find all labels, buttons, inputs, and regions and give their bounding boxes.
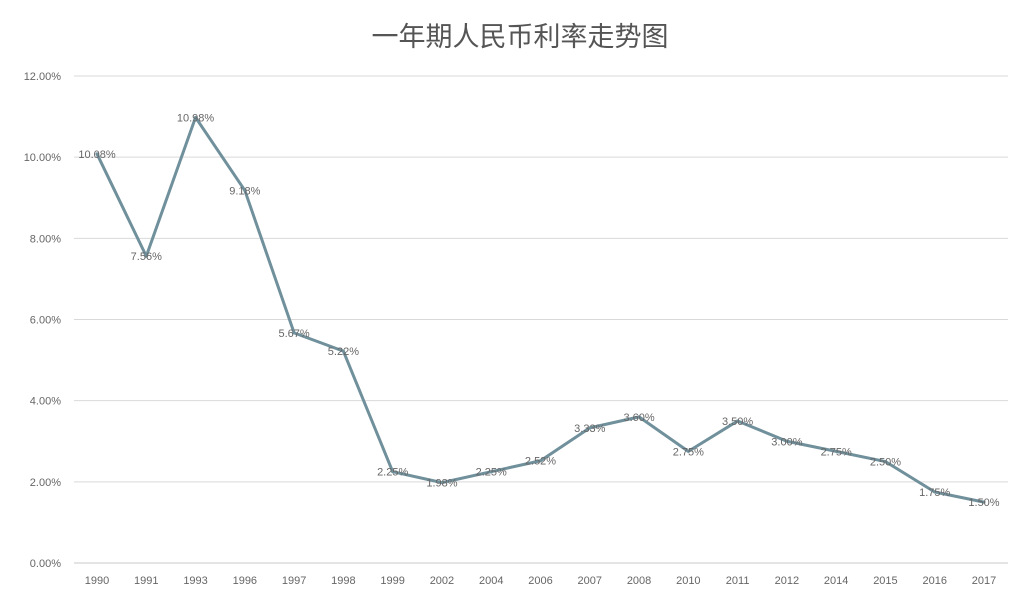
data-label: 2.52%	[525, 456, 556, 468]
data-point	[243, 188, 247, 192]
x-tick-label: 1997	[282, 575, 306, 587]
grid-lines	[74, 75, 1008, 564]
data-point	[686, 449, 690, 453]
x-tick-label: 2015	[873, 575, 897, 587]
data-point	[785, 439, 789, 443]
data-point	[194, 115, 198, 119]
x-tick-label: 1996	[233, 575, 257, 587]
data-point	[440, 481, 444, 485]
data-point	[933, 490, 937, 494]
x-tick-label: 1991	[134, 575, 158, 587]
x-tick-label: 2007	[578, 575, 602, 587]
data-point	[588, 426, 592, 430]
data-label: 5.22%	[328, 346, 359, 358]
chart-title: 一年期人民币利率走势图	[372, 22, 669, 53]
x-tick-label: 2011	[726, 575, 750, 587]
x-tick-label: 2016	[922, 575, 946, 587]
data-label: 5.67%	[279, 328, 310, 340]
data-label: 1.75%	[919, 487, 950, 499]
y-tick-label: 0.00%	[30, 558, 61, 570]
x-tick-label: 2014	[824, 575, 848, 587]
data-label: 1.50%	[968, 497, 999, 509]
x-tick-label: 1990	[85, 575, 109, 587]
y-tick-label: 6.00%	[30, 315, 61, 327]
data-label: 2.75%	[821, 446, 852, 458]
data-point	[539, 459, 542, 463]
data-point	[341, 349, 345, 353]
data-point	[489, 470, 493, 474]
x-tick-label: 2008	[627, 575, 651, 587]
series-layer	[95, 115, 986, 504]
x-tick-label: 1998	[331, 575, 355, 587]
x-tick-label: 2002	[430, 575, 454, 587]
data-label: 1.98%	[426, 478, 457, 490]
x-tick-label: 2010	[676, 575, 700, 587]
data-point	[736, 419, 740, 423]
x-tick-label: 2012	[775, 575, 799, 587]
y-tick-label: 8.00%	[30, 233, 61, 245]
x-axis: 1990 1991 1993 1996 1997 1998 1999 2002 2004 2006…	[85, 575, 996, 587]
y-tick-label: 4.00%	[30, 396, 61, 408]
data-label: 2.75%	[673, 446, 704, 458]
data-label: 10.98%	[177, 112, 215, 124]
data-label: 2.50%	[870, 457, 901, 469]
data-label: 3.00%	[771, 436, 802, 448]
x-tick-label: 2017	[972, 575, 996, 587]
data-point	[292, 331, 296, 335]
series-line	[95, 115, 986, 504]
x-tick-label: 2004	[479, 575, 503, 587]
data-label: 3.50%	[722, 416, 753, 428]
x-tick-label: 1999	[380, 575, 404, 587]
y-tick-label: 2.00%	[30, 477, 61, 489]
data-label: 3.33%	[574, 423, 605, 435]
data-point	[883, 460, 887, 464]
data-label: 9.18%	[229, 185, 260, 197]
y-tick-label: 10.00%	[24, 152, 62, 164]
data-point	[144, 254, 148, 258]
data-point	[637, 415, 641, 419]
y-axis: 0.00% 2.00% 4.00% 6.00% 8.00% 10.00% 12.00%	[24, 71, 62, 570]
data-label: 2.25%	[476, 467, 507, 479]
x-tick-label: 2006	[528, 575, 552, 587]
data-label: 2.25%	[377, 467, 408, 479]
data-label: 10.08%	[78, 149, 116, 161]
data-point	[391, 470, 395, 474]
data-labels: 10.08% 7.56% 10.98% 9.18% 5.67% 5.22% 2.25% 1.9…	[78, 112, 999, 509]
data-label: 7.56%	[131, 251, 162, 263]
y-tick-label: 12.00%	[24, 71, 62, 83]
data-point	[834, 449, 838, 453]
data-point	[982, 500, 986, 504]
data-label: 3.60%	[623, 412, 654, 424]
x-tick-label: 1993	[183, 575, 207, 587]
data-point	[95, 152, 99, 156]
